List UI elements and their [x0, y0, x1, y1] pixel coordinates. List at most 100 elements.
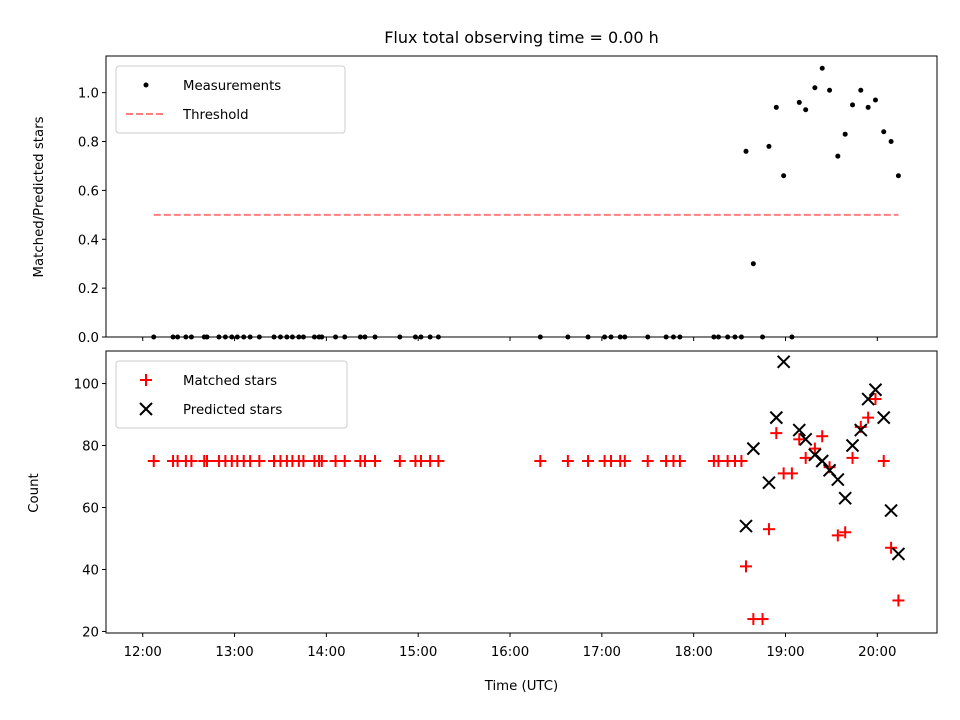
matched-star-point — [641, 455, 654, 468]
measurement-point — [850, 102, 856, 108]
matched-stars-points — [147, 393, 905, 626]
matched-star-point — [740, 560, 753, 573]
predicted-star-stroke-b — [769, 410, 784, 425]
matched-star-point — [358, 455, 371, 468]
matched-star-point — [799, 451, 812, 464]
bottom-x-tick-label: 18:00 — [675, 645, 713, 660]
matched-star-point — [869, 393, 882, 406]
predicted-star-stroke-b — [868, 383, 883, 397]
predicted-star-point — [868, 383, 883, 397]
matched-star-point — [315, 455, 328, 468]
matched-star-point — [785, 467, 798, 480]
measurement-point — [819, 65, 825, 71]
predicted-stars-points — [739, 355, 906, 561]
top-y-tick-label: 0.2 — [78, 282, 99, 297]
predicted-star-stroke-b — [838, 491, 852, 505]
predicted-star-stroke-b — [831, 472, 845, 487]
predicted-star-point — [861, 392, 875, 406]
top-y-ticks: 0.0 0.2 0.4 0.6 0.8 1.0 — [78, 87, 106, 346]
measurement-point — [835, 153, 841, 159]
matched-star-point — [877, 455, 890, 468]
bottom-x-tick-label: 14:00 — [307, 645, 345, 660]
bottom-y-tick-label: 60 — [82, 501, 99, 516]
bottom-axes-frame — [105, 350, 938, 634]
matched-star-point — [862, 411, 875, 424]
measurement-point — [766, 143, 772, 149]
measurement-point — [888, 139, 894, 145]
matched-star-point — [147, 455, 160, 468]
matched-star-point — [892, 594, 905, 607]
bottom-y-ticks: 20 40 60 80 100 — [74, 378, 106, 640]
measurement-point — [812, 85, 818, 91]
predicted-star-stroke-b — [884, 503, 898, 518]
measurement-points — [151, 65, 901, 340]
bottom-x-tick-label: 16:00 — [491, 645, 529, 660]
measurement-point — [781, 173, 787, 179]
top-x-ticks — [142, 337, 878, 341]
measurement-point — [796, 99, 802, 105]
predicted-star-point — [884, 503, 898, 518]
top-y-tick-label: 0.6 — [78, 184, 99, 199]
legend-predicted-marker — [139, 402, 153, 416]
bottom-y-axis-label: Count — [27, 473, 42, 513]
predicted-star-point — [798, 432, 813, 447]
top-y-tick-label: 0.4 — [78, 233, 99, 248]
top-y-axis-label: Matched/Predicted stars — [32, 116, 47, 277]
measurement-point — [773, 104, 779, 110]
matched-star-point — [393, 455, 406, 468]
bottom-y-tick-label: 40 — [82, 563, 99, 578]
bottom-legend-box — [115, 360, 348, 429]
predicted-star-point — [854, 423, 868, 437]
measurement-point — [881, 129, 887, 135]
bottom-x-tick-label: 17:00 — [583, 645, 621, 660]
predicted-star-stroke-b — [891, 547, 906, 561]
chart-title: Flux total observing time = 0.00 h — [384, 28, 659, 47]
matched-star-point — [618, 455, 631, 468]
predicted-star-stroke-b — [845, 438, 860, 453]
predicted-star-point — [891, 547, 906, 561]
predicted-star-stroke-b — [861, 392, 875, 406]
predicted-star-stroke-b — [798, 432, 813, 447]
predicted-star-point — [838, 491, 852, 505]
measurement-point — [827, 87, 833, 93]
measurement-point — [858, 87, 864, 93]
predicted-star-stroke-b — [776, 355, 791, 369]
matched-star-point — [185, 455, 198, 468]
matched-star-point — [735, 455, 748, 468]
predicted-star-point — [776, 355, 791, 369]
predicted-star-point — [762, 475, 776, 490]
top-y-tick-label: 0.8 — [78, 136, 99, 151]
bottom-x-tick-label: 20:00 — [858, 645, 896, 660]
predicted-star-point — [845, 438, 860, 453]
matched-star-point — [885, 541, 898, 554]
legend-threshold-label: Threshold — [182, 108, 249, 123]
top-y-tick-label: 0.0 — [78, 331, 99, 346]
bottom-x-tick-label: 15:00 — [399, 645, 437, 660]
predicted-star-stroke-b — [822, 463, 837, 478]
matched-star-point — [297, 455, 310, 468]
predicted-star-stroke-b — [792, 423, 806, 437]
top-panel: Matched/Predicted stars 0.0 0.2 0.4 0.6 0.8 1… — [32, 55, 938, 346]
matched-star-point — [673, 455, 686, 468]
matched-star-point — [770, 427, 783, 440]
matched-star-point — [756, 613, 769, 626]
matched-star-point — [808, 442, 821, 455]
bottom-x-tick-label: 12:00 — [124, 645, 162, 660]
matched-star-point — [816, 430, 829, 443]
top-axes-frame — [105, 55, 938, 338]
bottom-x-ticks: 12:00 13:00 14:00 15:00 16:00 17:00 18:00 19:00… — [124, 633, 896, 660]
matched-star-point — [432, 455, 445, 468]
predicted-star-stroke-b — [746, 441, 761, 456]
bottom-y-tick-label: 20 — [82, 625, 99, 640]
matched-star-point — [201, 455, 214, 468]
predicted-star-stroke-b — [808, 448, 822, 462]
matched-star-point — [839, 526, 852, 539]
bottom-x-tick-label: 19:00 — [766, 645, 804, 660]
bottom-legend: Matched stars Predicted stars — [115, 360, 348, 429]
predicted-star-point — [815, 454, 829, 468]
predicted-star-stroke-b — [739, 519, 753, 533]
x-axis-label: Time (UTC) — [484, 679, 559, 694]
measurement-point — [865, 104, 871, 110]
